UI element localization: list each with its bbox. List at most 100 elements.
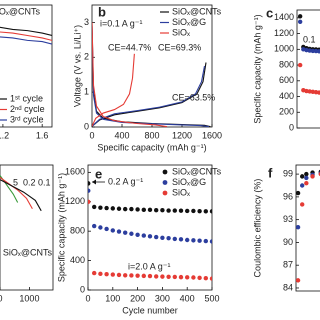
chart-title: i=0.1 A g⁻¹ [100,18,143,28]
data-point [88,181,91,186]
data-point [304,171,309,177]
legend-swatch [162,169,168,175]
plot-frame [0,4,53,128]
x-tick-label: 0 [85,293,90,303]
data-point [116,272,122,278]
x-tick-label: 1.2 [0,130,9,140]
data-point [300,202,305,207]
data-point [316,90,320,95]
plot-area [297,14,320,95]
data-point [310,174,315,179]
y-tick-label: 1 [84,87,89,97]
y-tick-label: 90 [283,237,293,247]
arrow-head [92,179,96,185]
annotation: 0.1 [38,177,51,187]
legend-label: SiOₓ@G [172,177,206,187]
data-point [110,206,116,211]
x-tick-label: 100 [105,293,120,303]
y-tick-label: 800 [70,226,85,236]
data-point [203,209,208,214]
data-point [197,275,202,281]
legend-label: SiOₓ@G [172,17,206,27]
data-point [178,274,184,280]
annotation: 0.2 A g⁻¹ [108,176,143,186]
x-tick-label: 400 [180,293,195,303]
y-tick-label: 1600 [65,167,85,177]
data-point [166,274,171,279]
data-point [172,236,177,242]
data-point [154,274,159,279]
plot-frame [0,164,54,291]
series-line [0,31,52,41]
data-point [209,209,212,214]
data-point [300,183,305,188]
data-point [296,190,301,196]
y-tick-label: 1000 [274,44,294,54]
y-tick-label: 93 [283,214,293,224]
plot-area [0,175,42,212]
legend-label: SiOₓ [172,187,190,197]
legend-label: 1ˢᵗ cycle [10,93,43,103]
annotation: 5 [13,177,18,187]
data-point [98,271,103,277]
data-point [110,228,116,233]
annotation: i=2.0 A g⁻¹ [128,261,171,271]
plot-area [88,181,212,281]
data-point [135,232,140,238]
data-point [116,206,122,211]
data-point [129,206,134,212]
x-tick-label: 200 [130,293,145,303]
x-tick-label: 1.6 [36,130,49,140]
data-point [296,225,301,230]
legend-swatch [162,180,168,185]
data-point [92,204,97,210]
y-tick-label: 2 [84,52,89,62]
data-point [104,271,109,277]
data-point [88,199,91,204]
data-point [160,235,165,240]
plot-frame [87,164,213,291]
x-tick-label: 1600 [202,130,222,140]
x-tick-label: 1000 [19,293,39,303]
x-tick-label: 0 [89,130,94,140]
data-point [123,230,128,235]
y-tick-label: 400 [70,255,85,265]
panel-label: c [266,5,273,20]
legend-label: SiOₓ@CNTs [172,6,222,16]
data-point [185,208,190,214]
data-point [160,208,165,213]
y-axis-label: Specific capacity (mAh g⁻¹) [56,173,66,282]
x-tick-label: 300 [155,293,170,303]
data-point [123,273,128,278]
legend-label: 2ⁿᵈ cycle [10,104,45,114]
data-point [154,208,159,213]
series-line [0,36,52,45]
data-point [178,208,184,213]
data-point [123,206,128,212]
data-point [203,238,208,244]
plot-frame [295,164,320,292]
data-point [178,237,184,242]
x-tick-label: 400 [114,130,129,140]
data-point [172,274,177,280]
data-point [304,175,309,181]
y-tick-label: 0 [80,284,85,294]
panel-label: b [98,4,106,19]
data-point [166,235,171,241]
x-axis-label: Specific capacity (mAh g⁻¹) [97,142,206,152]
data-point [135,207,140,212]
data-point [316,49,320,54]
data-point [310,48,316,54]
data-point [88,188,91,193]
y-tick-label: 0 [289,122,294,132]
y-tick-label: 200 [279,107,294,117]
data-point [154,234,159,240]
panel-label: e [95,166,102,181]
series-line [0,26,52,37]
annotation: 0.1 [303,34,316,44]
panel-label: f [268,165,273,180]
data-point [185,275,190,280]
data-point [98,225,103,230]
annotation: 0.2 [23,177,36,187]
